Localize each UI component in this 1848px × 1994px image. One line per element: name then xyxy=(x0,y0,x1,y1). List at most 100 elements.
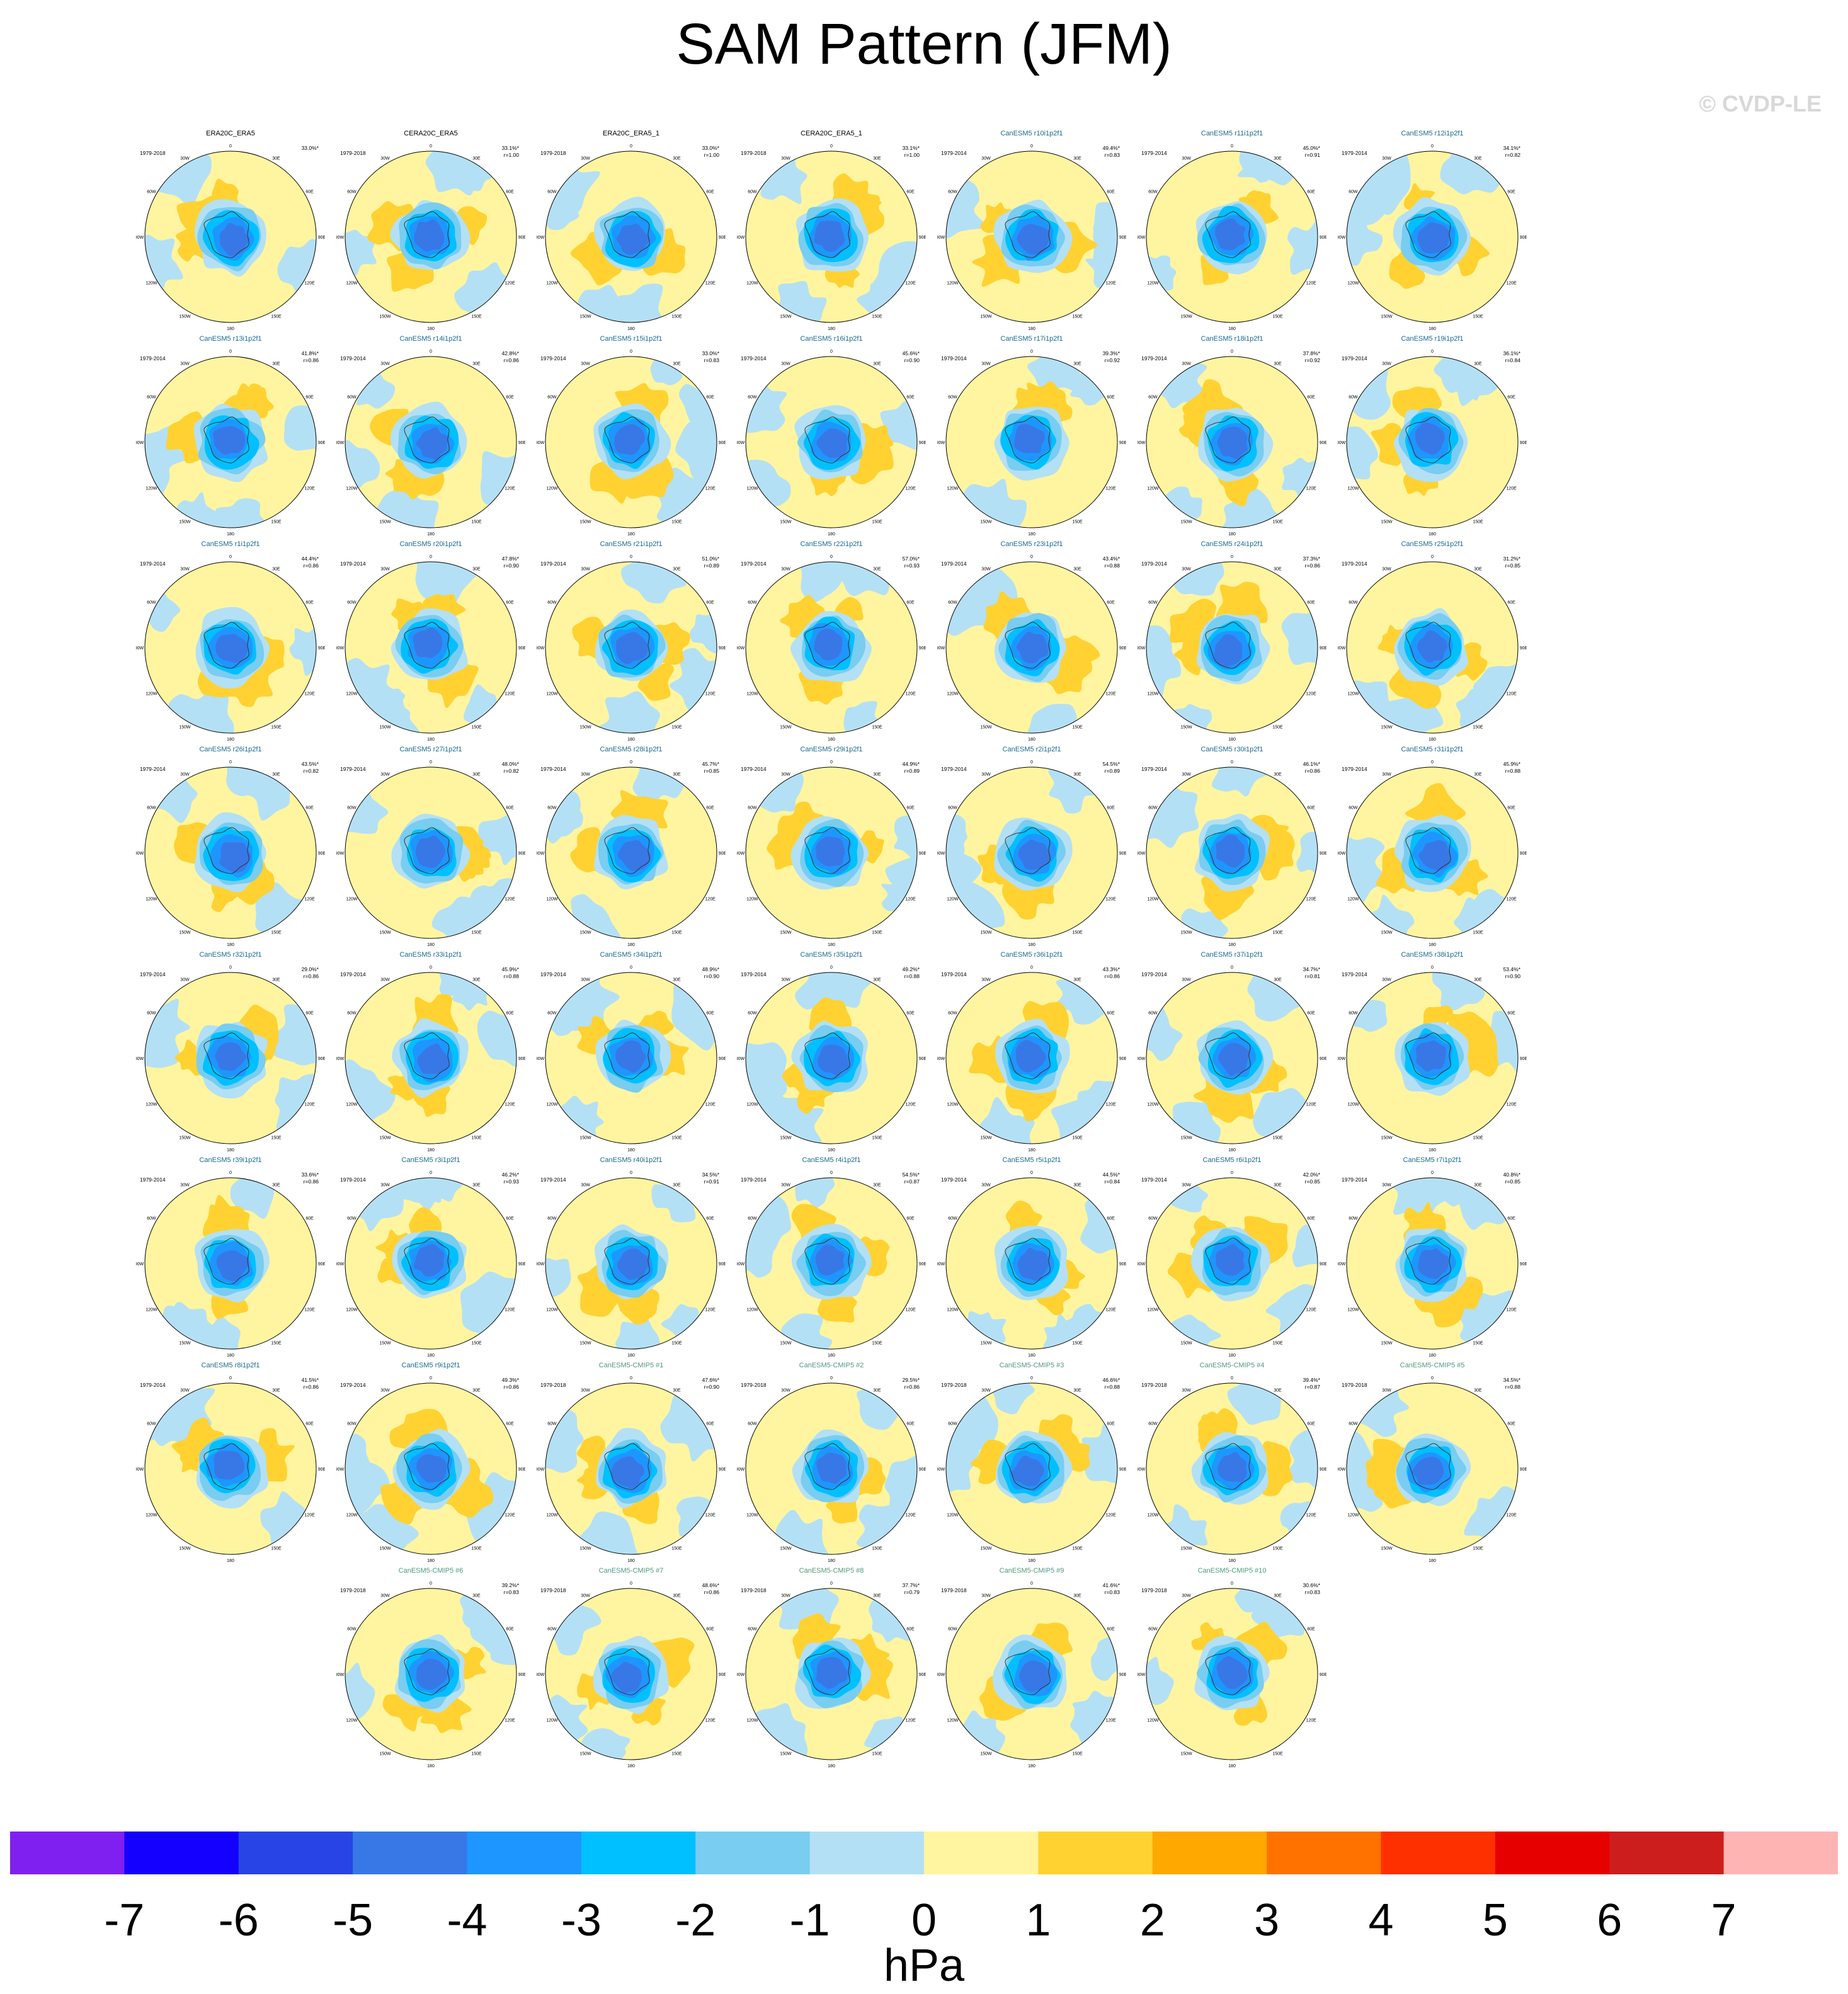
longitude-label: 60E xyxy=(906,806,915,811)
panel-variance: 36.1%* r=0.84 xyxy=(1503,350,1520,364)
polar-map: 0 30E 60E 90E 120E 150E 180 150W 120W 90W 60W 30W xyxy=(1138,350,1326,537)
panel-correlation: r=0.83 xyxy=(704,357,719,363)
panel-title: CanESM5 r15i1p2f1 xyxy=(600,335,663,343)
longitude-label: 90W xyxy=(336,852,345,856)
pole-contour xyxy=(1015,1040,1046,1073)
longitude-label: 30E xyxy=(1073,1593,1081,1598)
panel-percent: 41.6%* xyxy=(1102,1582,1120,1588)
map-panel: CanESM5 r7i1p2f1 1979-2014 40.8%* r=0.85 0 30… xyxy=(1338,1156,1527,1358)
longitude-label: 30W xyxy=(1182,1388,1191,1393)
antarctica-outline xyxy=(1405,827,1451,874)
longitude-label: 90W xyxy=(937,1057,945,1061)
antarctica-outline xyxy=(203,622,249,669)
longitude-label: 150W xyxy=(780,520,792,525)
map-panel: CanESM5 r9i1p2f1 1979-2014 49.3%* r=0.86 0 30… xyxy=(336,1362,525,1563)
antarctica-outline xyxy=(804,1238,850,1285)
panel-period: 1979-2014 xyxy=(1141,561,1167,567)
negative-anomaly-patch xyxy=(215,498,266,528)
longitude-label: 0 xyxy=(430,760,432,765)
longitude-label: 30W xyxy=(581,567,590,571)
longitude-label: 90E xyxy=(1119,1262,1126,1267)
longitude-label: 150E xyxy=(271,1342,282,1346)
longitude-label: 60W xyxy=(547,1011,557,1016)
longitude-label: 30W xyxy=(180,1183,190,1187)
longitude-label: 90E xyxy=(919,441,926,445)
panel-variance: 39.4%* r=0.87 xyxy=(1303,1377,1320,1391)
antarctica-outline xyxy=(203,1238,249,1285)
longitude-label: 150W xyxy=(1381,931,1393,935)
pole-contour xyxy=(816,836,845,867)
negative-anomaly-patch xyxy=(1287,217,1318,275)
panel-title: CanESM5 r19i1p2f1 xyxy=(1401,335,1464,343)
map-border xyxy=(745,1177,918,1350)
longitude-label: 0 xyxy=(630,966,632,970)
map-border xyxy=(545,1382,717,1555)
map-border xyxy=(745,151,918,323)
negative-anomaly-patch xyxy=(275,1073,316,1131)
negative-anomaly-patch xyxy=(439,972,477,1001)
longitude-label: 90W xyxy=(537,852,545,856)
panel-percent: 47.6%* xyxy=(702,1377,719,1383)
longitude-label: 30E xyxy=(1274,1388,1282,1393)
longitude-label: 30W xyxy=(1182,156,1191,161)
longitude-label: 120E xyxy=(304,1308,315,1313)
panel-percent: 33.0%* xyxy=(702,145,719,151)
panel-period: 1979-2014 xyxy=(340,561,366,567)
longitude-label: 60E xyxy=(305,806,314,811)
map-border xyxy=(345,151,517,323)
longitude-label: 120E xyxy=(705,1513,716,1518)
panel-correlation: r=0.87 xyxy=(1304,1384,1320,1390)
negative-anomaly-patch xyxy=(425,151,489,196)
negative-anomaly-patch xyxy=(557,894,620,938)
longitude-label: 30E xyxy=(1274,977,1282,982)
map-panel: CanESM5 r10i1p2f1 1979-2014 49.4%* r=0.83 0 3… xyxy=(937,130,1126,331)
panel-percent: 44.5%* xyxy=(1102,1171,1120,1178)
map-border xyxy=(345,356,517,528)
pole-contour xyxy=(611,1456,645,1489)
longitude-label: 150W xyxy=(179,1136,191,1141)
longitude-label: 120W xyxy=(546,282,558,286)
longitude-label: 90E xyxy=(1119,852,1126,856)
longitude-label: 30E xyxy=(272,362,280,366)
polar-map: 0 30E 60E 90E 120E 150E 180 150W 120W 90W 60W 30W xyxy=(937,555,1126,742)
longitude-label: 0 xyxy=(1030,966,1033,970)
negative-anomaly-patch xyxy=(746,459,791,507)
polar-map: 0 30E 60E 90E 120E 150E 180 150W 120W 90W 60W 30W xyxy=(1338,1171,1527,1358)
longitude-label: 150E xyxy=(671,1752,682,1757)
longitude-label: 150E xyxy=(671,315,682,319)
longitude-label: 60E xyxy=(506,1627,514,1632)
longitude-label: 90W xyxy=(336,236,345,240)
panel-variance: 54.5%* r=0.87 xyxy=(903,1171,920,1185)
panel-period: 1979-2014 xyxy=(340,1176,366,1183)
negative-anomaly-patch xyxy=(596,691,660,733)
longitude-label: 30W xyxy=(1382,362,1391,366)
panel-correlation: r=0.86 xyxy=(704,1589,719,1595)
longitude-label: 150W xyxy=(579,1752,591,1757)
longitude-label: 120E xyxy=(1506,1513,1517,1518)
pole-contour xyxy=(416,1454,447,1483)
longitude-label: 150E xyxy=(872,1547,882,1551)
map-panel: CanESM5 r32i1p2f1 1979-2014 29.0%* r=0.86 0 3… xyxy=(136,951,325,1153)
panel-percent: 45.0%* xyxy=(1303,145,1320,151)
longitude-label: 30E xyxy=(1274,156,1282,161)
negative-anomaly-patch xyxy=(260,1491,316,1554)
longitude-label: 120W xyxy=(145,282,157,286)
pole-contour xyxy=(416,1658,448,1690)
longitude-label: 90W xyxy=(537,1673,545,1677)
negative-anomaly-patch xyxy=(746,1041,787,1113)
panel-correlation: r=0.83 xyxy=(1104,1589,1120,1595)
longitude-label: 120W xyxy=(746,692,758,697)
longitude-label: 0 xyxy=(830,555,833,559)
longitude-label: 150E xyxy=(471,1342,482,1346)
panel-correlation: r=0.88 xyxy=(1505,768,1520,774)
longitude-label: 60W xyxy=(547,1217,557,1221)
negative-anomaly-patch xyxy=(660,1394,717,1462)
longitude-label: 60W xyxy=(948,601,957,605)
pole-contour xyxy=(616,224,650,255)
longitude-label: 60W xyxy=(347,396,356,400)
longitude-label: 180 xyxy=(427,1559,435,1563)
panel-title: CanESM5 r25i1p2f1 xyxy=(1401,540,1464,548)
negative-anomaly-patch xyxy=(990,1383,1035,1415)
colorbar-tick-label: -2 xyxy=(675,1895,716,1946)
panel-period: 1979-2018 xyxy=(340,150,366,156)
